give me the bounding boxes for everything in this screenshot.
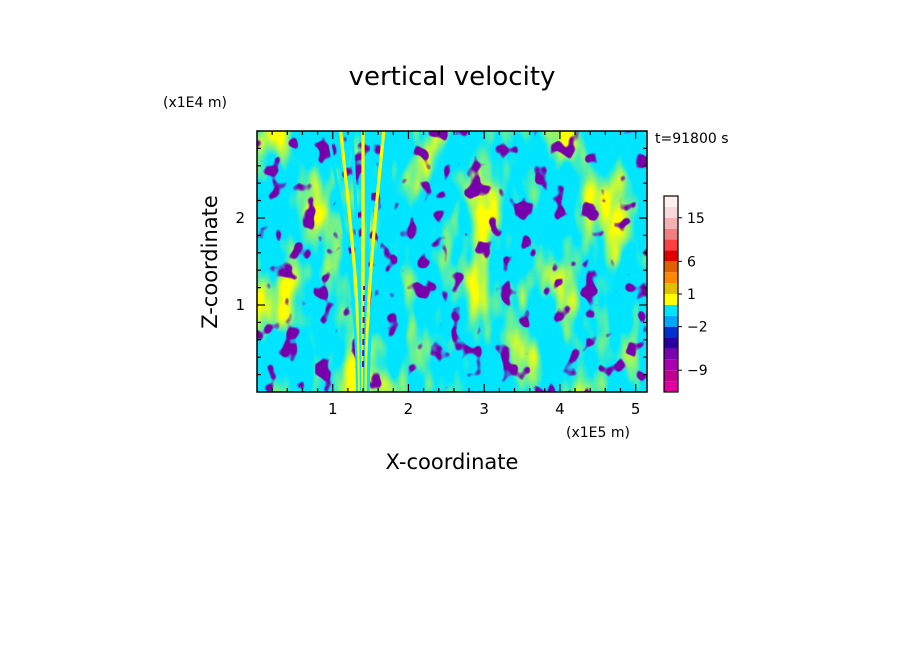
central-plume	[326, 131, 399, 392]
colorbar-segment	[664, 337, 678, 349]
colorbar-tick-label: 1	[687, 287, 696, 303]
colorbar-segment	[664, 283, 678, 294]
colorbar-segment	[664, 304, 678, 316]
x-scale-label: (x1E5 m)	[566, 425, 630, 441]
plume-streak	[350, 131, 363, 392]
y-scale-label: (x1E4 m)	[163, 95, 227, 111]
colorbar-segment	[664, 272, 678, 284]
y-tick-label: 1	[235, 296, 245, 314]
colorbar-segment	[664, 239, 678, 251]
colorbar-segment	[664, 348, 678, 360]
chart-title: vertical velocity	[349, 62, 556, 92]
plume-streak	[364, 131, 386, 392]
colorbar-segment	[664, 206, 678, 218]
plume-streak	[362, 131, 375, 392]
colorbar-tick-label: 6	[687, 254, 696, 270]
colorbar-segment	[664, 228, 678, 240]
x-tick-label: 4	[555, 400, 565, 418]
colorbar-segment	[664, 326, 678, 338]
x-tick-label: 5	[631, 400, 641, 418]
plume-core	[362, 285, 366, 368]
plume-streak	[339, 131, 362, 392]
colorbar-segment	[664, 381, 678, 392]
colorbar-segment	[664, 261, 678, 273]
x-tick-label: 3	[479, 400, 489, 418]
strong-negative-region	[257, 131, 647, 392]
colorbar-segment	[664, 315, 678, 327]
y-tick-labels: 12	[235, 209, 245, 314]
x-axis-title: X-coordinate	[386, 450, 519, 474]
colorbar-segment	[664, 196, 678, 207]
time-label: t=91800 s	[655, 131, 729, 147]
x-tick-labels: 1 2 3 4 5	[328, 400, 640, 418]
contour-field	[257, 131, 647, 392]
colorbar-segment	[664, 217, 678, 229]
y-tick-label: 2	[235, 209, 245, 227]
colorbar-tick-label: 15	[687, 211, 705, 227]
plot-frame	[256, 130, 648, 393]
colorbar-segment	[664, 370, 678, 382]
colorbar-tick-label: −2	[687, 320, 708, 336]
colorbar-segment	[664, 359, 678, 371]
colorbar-segment	[664, 294, 678, 305]
colorbar-segment	[664, 250, 678, 262]
colorbar-tick-label: −9	[687, 363, 708, 379]
colorbar	[663, 195, 682, 393]
x-tick-label: 2	[404, 400, 414, 418]
colorbar-tick-labels: 15 6 1 −2 −9	[687, 211, 708, 379]
y-axis-title: Z-coordinate	[198, 195, 222, 329]
plume-streak	[366, 131, 399, 392]
plume-streak	[326, 131, 360, 392]
axis-ticks	[257, 131, 647, 392]
x-tick-label: 1	[328, 400, 338, 418]
